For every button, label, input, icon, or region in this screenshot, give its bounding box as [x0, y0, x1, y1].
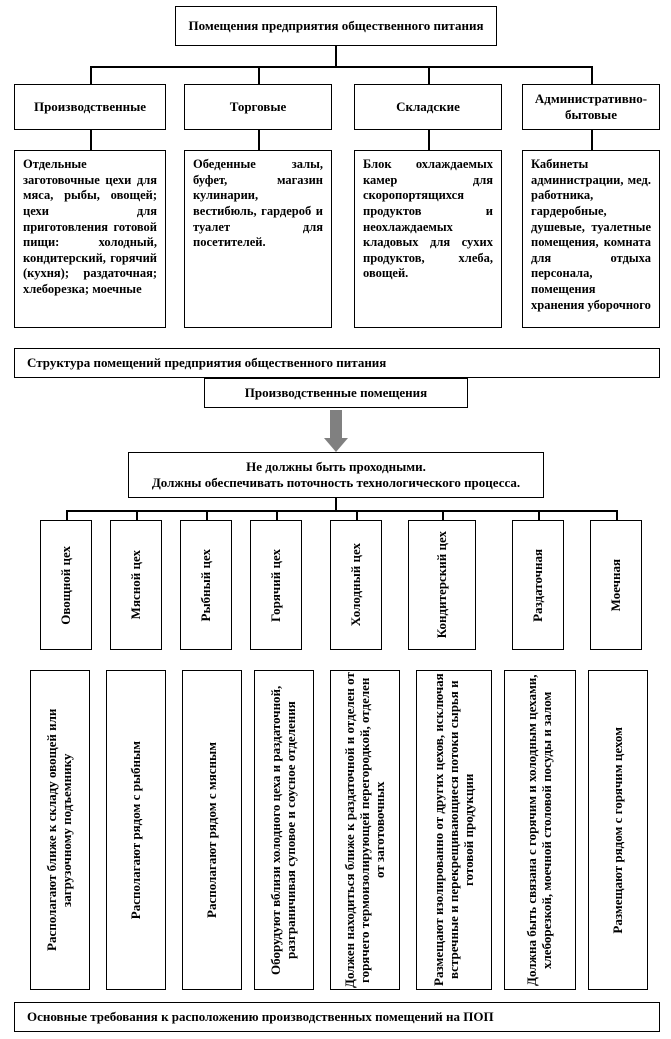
ws-drop-6 — [442, 510, 444, 520]
cat-1: Производственные — [14, 84, 166, 130]
ws-drop-3 — [206, 510, 208, 520]
ws-name-1: Овощной цех — [40, 520, 92, 650]
ws-drop-7 — [538, 510, 540, 520]
tree-drop-2 — [258, 66, 260, 84]
ws-drop-8 — [616, 510, 618, 520]
ws-name-7: Раздаточная — [512, 520, 564, 650]
cat-4: Административно-бытовые — [522, 84, 660, 130]
ws-tree-trunk — [335, 498, 337, 510]
tree-drop-1 — [90, 66, 92, 84]
arrow-down-head — [324, 438, 348, 452]
ws-name-3-text: Рыбный цех — [199, 549, 214, 621]
ws-name-4-text: Горячий цех — [269, 549, 284, 622]
tree-trunk — [335, 46, 337, 66]
ws-name-7-text: Раздаточная — [531, 549, 546, 622]
ws-name-5-text: Холодный цех — [349, 543, 364, 626]
arrow-down — [330, 410, 342, 438]
ws-req-6: Размещают изолированно от других цехов, … — [416, 670, 492, 990]
desc-1: Отдельные заготовочные цехи для мяса, ры… — [14, 150, 166, 328]
requirement-box: Не должны быть проходными. Должны обеспе… — [128, 452, 544, 498]
ws-name-8-text: Моечная — [609, 559, 624, 611]
ws-req-3-text: Располагают рядом с мясным — [205, 742, 220, 918]
root-title: Помещения предприятия общественного пита… — [175, 6, 497, 46]
ws-req-8-text: Размещают рядом с горячим цехом — [611, 727, 626, 934]
cat-3: Складские — [354, 84, 502, 130]
section2-title: Структура помещений предприятия обществе… — [14, 348, 660, 378]
ws-req-4-text: Оборудуют вблизи холодного цеха и раздат… — [269, 671, 299, 989]
ws-req-2-text: Располагают рядом с рыбным — [129, 741, 144, 919]
tree-drop-3 — [428, 66, 430, 84]
ws-name-3: Рыбный цех — [180, 520, 232, 650]
ws-req-2: Располагают рядом с рыбным — [106, 670, 166, 990]
cat-desc-link-3 — [428, 130, 430, 150]
ws-name-1-text: Овощной цех — [59, 546, 74, 625]
tree-bar — [90, 66, 592, 68]
sub-title: Производственные помещения — [204, 378, 468, 408]
ws-name-4: Горячий цех — [250, 520, 302, 650]
ws-req-1: Располагают ближе к складу овощей или за… — [30, 670, 90, 990]
ws-name-2-text: Мясной цех — [129, 550, 144, 619]
desc-2: Обеденные залы, буфет, магазин кулинарии… — [184, 150, 332, 328]
ws-name-2: Мясной цех — [110, 520, 162, 650]
ws-name-6-text: Кондитерский цех — [435, 531, 450, 638]
ws-tree-bar — [66, 510, 616, 512]
ws-req-1-text: Располагают ближе к складу овощей или за… — [45, 671, 75, 989]
ws-req-6-text: Размещают изолированно от других цехов, … — [432, 671, 477, 989]
ws-req-7-text: Должна быть связана с горячим и холодным… — [525, 671, 555, 989]
ws-req-5: Должен находиться ближе к раздаточной и … — [330, 670, 400, 990]
cat-desc-link-2 — [258, 130, 260, 150]
cat-desc-link-4 — [591, 130, 593, 150]
footer-title: Основные требования к расположению произ… — [14, 1002, 660, 1032]
ws-req-7: Должна быть связана с горячим и холодным… — [504, 670, 576, 990]
desc-3: Блок охлаждаемых камер для скоропортящих… — [354, 150, 502, 328]
ws-drop-2 — [136, 510, 138, 520]
ws-name-5: Холодный цех — [330, 520, 382, 650]
ws-req-5-text: Должен находиться ближе к раздаточной и … — [343, 671, 388, 989]
cat-2: Торговые — [184, 84, 332, 130]
ws-drop-4 — [276, 510, 278, 520]
ws-req-3: Располагают рядом с мясным — [182, 670, 242, 990]
ws-drop-5 — [356, 510, 358, 520]
cat-desc-link-1 — [90, 130, 92, 150]
desc-4: Кабинеты администрации, мед. работника, … — [522, 150, 660, 328]
tree-drop-4 — [591, 66, 593, 84]
ws-name-8: Моечная — [590, 520, 642, 650]
ws-name-6: Кондитерский цех — [408, 520, 476, 650]
ws-req-4: Оборудуют вблизи холодного цеха и раздат… — [254, 670, 314, 990]
ws-drop-1 — [66, 510, 68, 520]
ws-req-8: Размещают рядом с горячим цехом — [588, 670, 648, 990]
